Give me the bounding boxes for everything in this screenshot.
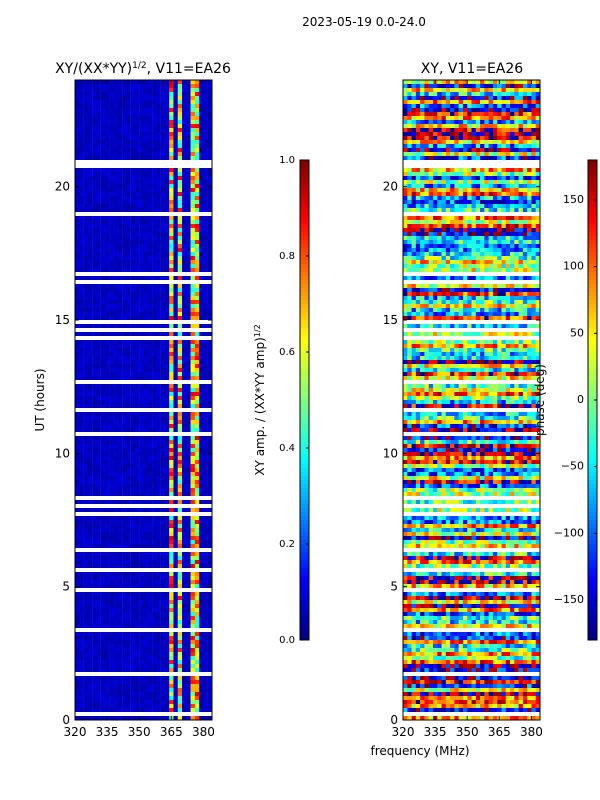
colorbar-tick-label: 50 (570, 326, 584, 339)
x-tick-label: 335 (424, 725, 447, 739)
colorbar-tick-label: 0.8 (279, 251, 295, 262)
x-tick-label: 335 (96, 725, 119, 739)
colorbar-amplitude-label: XY amp. / (XX*YY amp)1/2 (253, 324, 268, 475)
colorbar-tick-label: 0.4 (279, 443, 295, 454)
amplitude-heatmap-image (75, 80, 213, 721)
colorbar-amplitude-ticks: 0.0 0.2 0.4 0.6 0.8 1.0 (279, 155, 309, 646)
colorbar-amplitude-gradient (300, 160, 309, 641)
panel-phase-frame (402, 79, 541, 721)
y-tick-label: 10 (55, 446, 70, 460)
panel-amplitude: XY/(XX*YY)1/2, V11=EA26 320 335 350 365 380 … (33, 61, 231, 739)
y-tick-label: 0 (390, 713, 398, 727)
colorbar-tick-label: 150 (563, 193, 584, 206)
colorbar-phase-ticks: 150 100 50 0 −50 −100 −150 (554, 193, 597, 606)
y-tick-label: 5 (62, 580, 70, 594)
colorbar-tick-label: 0.2 (279, 539, 295, 550)
panel-amplitude-frame (74, 79, 213, 721)
panel-amplitude-title: XY/(XX*YY)1/2, V11=EA26 (55, 61, 231, 77)
colorbar-phase: 150 100 50 0 −50 −100 −150 phase (deg) (533, 159, 598, 641)
panel-phase-y-axis: 0 5 10 15 20 (383, 180, 540, 727)
y-tick-label: 15 (55, 313, 70, 327)
colorbar-tick-label: −150 (554, 593, 584, 606)
colorbar-tick-label: 1.0 (279, 155, 295, 166)
colorbar-amplitude-frame (299, 159, 310, 641)
panel-phase: XY, V11=EA26 320 335 350 365 380 0 5 10 15 20 (383, 61, 543, 739)
y-tick-label: 20 (383, 180, 398, 194)
colorbar-tick-label: 0 (577, 393, 584, 406)
x-tick-label: 380 (520, 725, 543, 739)
x-tick-label: 350 (456, 725, 479, 739)
colorbar-tick-label: 100 (563, 260, 584, 273)
x-tick-label: 320 (64, 725, 87, 739)
figure-xlabel: frequency (MHz) (370, 744, 469, 758)
colorbar-tick-label: −100 (554, 526, 584, 539)
x-tick-label: 350 (128, 725, 151, 739)
panel-phase-title: XY, V11=EA26 (421, 61, 523, 77)
colorbar-tick-label: 0.0 (279, 635, 295, 646)
colorbar-tick-label: 0.6 (279, 347, 295, 358)
y-tick-label: 10 (383, 446, 398, 460)
panel-amplitude-y-axis: 0 5 10 15 20 (55, 180, 212, 727)
y-tick-label: 0 (62, 713, 70, 727)
colorbar-phase-gradient (588, 160, 597, 641)
colorbar-amplitude: 0.0 0.2 0.4 0.6 0.8 1.0 XY amp. / (XX*YY amp)… (253, 155, 310, 646)
y-tick-label: 15 (383, 313, 398, 327)
x-tick-label: 320 (392, 725, 415, 739)
y-tick-label: 20 (55, 180, 70, 194)
y-tick-label: 5 (390, 580, 398, 594)
phase-heatmap-image (403, 80, 541, 721)
panel-amplitude-x-axis: 320 335 350 365 380 (64, 80, 215, 739)
colorbar-phase-label: phase (deg) (533, 364, 547, 436)
figure-suptitle: 2023-05-19 0.0-24.0 (302, 15, 426, 29)
x-tick-label: 365 (160, 725, 183, 739)
panel-amplitude-ylabel: UT (hours) (33, 368, 47, 431)
x-tick-label: 380 (192, 725, 215, 739)
colorbar-tick-label: −50 (561, 460, 584, 473)
panel-phase-x-axis: 320 335 350 365 380 (392, 80, 543, 739)
x-tick-label: 365 (488, 725, 511, 739)
